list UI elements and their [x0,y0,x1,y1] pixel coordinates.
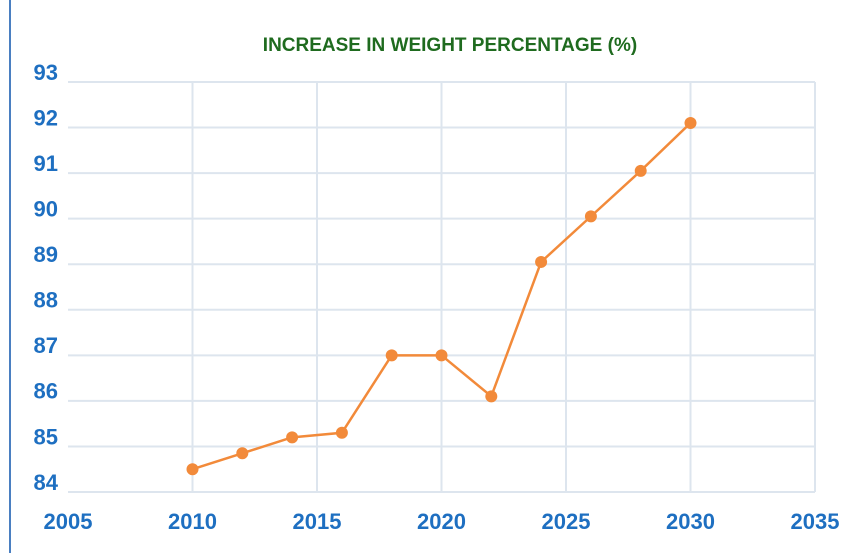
point [335,426,348,439]
point [535,255,548,268]
y-tick-label: 85 [34,424,58,449]
x-tick-label: 2015 [293,509,342,534]
point [684,117,697,129]
point [186,463,199,476]
point [435,349,448,362]
x-tick-label: 2035 [791,509,840,534]
point [236,447,249,460]
x-tick-label: 2025 [542,509,591,534]
y-tick-label: 86 [34,379,58,404]
y-tick-label: 92 [34,105,58,130]
point [385,349,398,362]
point [286,431,299,444]
y-tick-label: 84 [34,470,59,495]
y-tick-label: 88 [34,288,58,313]
y-tick-label: 89 [34,242,58,267]
x-tick-label: 2030 [666,509,715,534]
point [584,210,597,223]
y-tick-label: 90 [34,196,58,221]
x-tick-label: 2005 [44,509,93,534]
y-tick-label: 93 [34,60,58,85]
point [634,164,647,177]
point [485,390,498,403]
x-tick-label: 2010 [168,509,217,534]
y-tick-label: 87 [34,333,58,358]
y-tick-label: 91 [34,151,58,176]
chart-title: INCREASE IN WEIGHT PERCENTAGE (%) [263,35,637,56]
x-tick-label: 2020 [417,509,466,534]
